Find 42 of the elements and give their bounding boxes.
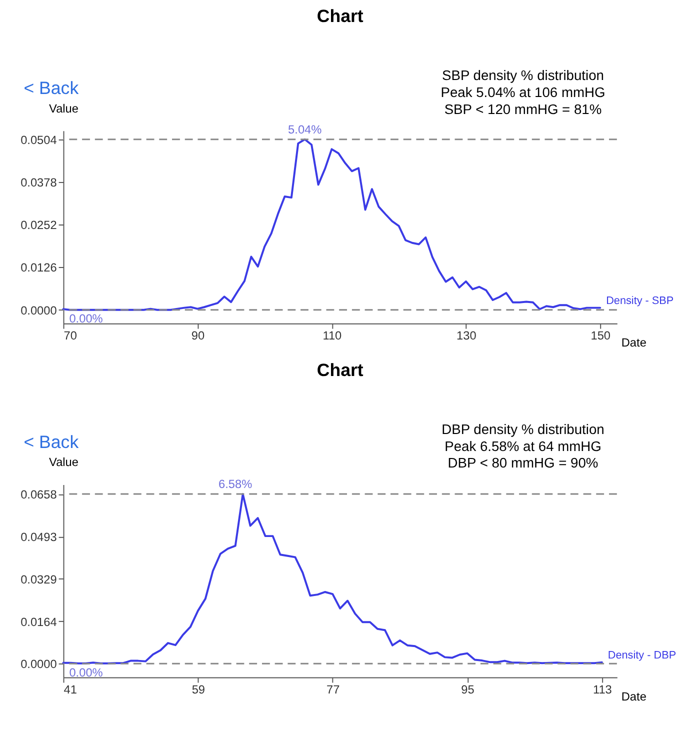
annotation: 5.04%: [288, 122, 322, 136]
annotation: 6.58%: [218, 477, 253, 492]
x-tick-label: 90: [191, 328, 205, 343]
x-tick-label: 150: [590, 328, 611, 343]
y-tick-label: 0.0164: [20, 614, 58, 629]
annotation: 0.00%: [69, 665, 104, 680]
y-axis-title: Value: [49, 455, 79, 470]
y-tick-label: 0.0504: [20, 132, 58, 147]
x-axis-title: Date: [621, 336, 647, 350]
x-tick-label: 70: [64, 328, 78, 343]
x-tick-label: 59: [192, 682, 206, 697]
y-axis-title: Value: [49, 101, 79, 116]
x-tick-label: 130: [456, 328, 477, 343]
y-tick-label: 0.0252: [20, 218, 57, 232]
chart-title: Chart: [316, 6, 364, 26]
chart-subtitle: < Back: [24, 78, 79, 98]
chart-subtitle: < Back: [24, 432, 79, 452]
y-tick-label: 0.0126: [20, 260, 58, 275]
chart-title: Chart: [316, 360, 364, 380]
text: SBP density % distribution: [442, 67, 604, 84]
text: DBP density % distribution: [442, 421, 604, 438]
x-tick-label: 77: [326, 682, 340, 697]
text: DBP < 80 mmHG = 90%: [448, 454, 598, 471]
x-axis-title: Date: [621, 690, 647, 704]
x-tick-label: 41: [64, 682, 78, 697]
x-tick-label: 95: [461, 682, 475, 697]
x-tick-label: 110: [322, 328, 342, 343]
y-tick-label: 0.0000: [20, 303, 58, 318]
y-tick-label: 0.0493: [20, 530, 58, 544]
text: Peak 5.04% at 106 mmHG: [440, 84, 606, 100]
y-tick-label: 0.0000: [20, 657, 58, 672]
line-series: [62, 493, 603, 664]
x-tick-label: 113: [592, 682, 612, 697]
text: SBP < 120 mmHG = 81%: [444, 100, 602, 117]
series-label: Density - DBP: [608, 649, 676, 662]
annotation: 0.00%: [69, 312, 104, 326]
text: Peak 6.58% at 64 mmHG: [444, 438, 602, 454]
y-tick-label: 0.0329: [20, 572, 58, 586]
series-label: Density - SBP: [606, 294, 674, 307]
y-tick-label: 0.0378: [20, 175, 58, 190]
y-tick-label: 0.0658: [20, 487, 58, 502]
line-series: [62, 138, 602, 311]
